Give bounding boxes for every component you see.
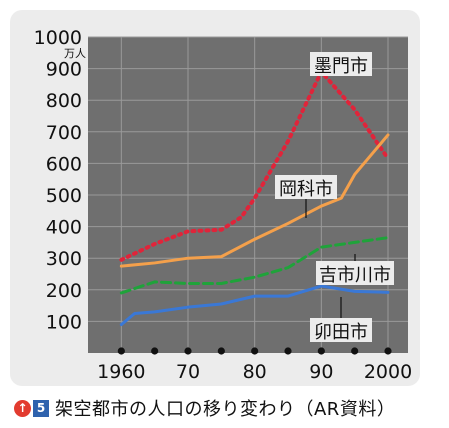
- y-tick-label: 600: [46, 153, 82, 175]
- y-tick-label: 500: [46, 185, 82, 207]
- series-line-2: [119, 236, 390, 295]
- y-tick-label: 800: [46, 90, 82, 112]
- up-arrow-circle-icon: ↑: [14, 399, 31, 417]
- series-label: 墨門市: [314, 56, 368, 77]
- y-tick-label: 200: [46, 280, 82, 302]
- y-tick-label: 700: [46, 122, 82, 144]
- series-label: 吉市川市: [319, 265, 391, 286]
- y-unit-label: 万人: [64, 47, 86, 60]
- series-line-3: [119, 284, 390, 327]
- y-tick-label: 100: [46, 311, 82, 333]
- figure-number-badge: 5: [33, 399, 49, 417]
- series-line-0: [119, 69, 390, 262]
- series-label-bg: [316, 261, 394, 285]
- series-line-1: [119, 133, 390, 268]
- y-tick-label: 300: [46, 248, 82, 270]
- y-tick-label: 900: [46, 59, 82, 81]
- series-label-bg: [310, 52, 372, 76]
- x-tick-label: 90: [309, 361, 333, 383]
- year-marker-dot: [184, 347, 192, 355]
- x-tick-label: 2000: [364, 361, 412, 383]
- year-marker-dot: [351, 347, 359, 355]
- series-label: 卯田市: [314, 322, 368, 343]
- series-label: 岡科市: [279, 179, 333, 200]
- y-tick-label: 400: [46, 217, 82, 239]
- x-tick-label: 70: [176, 361, 200, 383]
- series-label-bg: [310, 318, 372, 342]
- year-marker-dot: [384, 347, 392, 355]
- x-tick-label: 80: [243, 361, 267, 383]
- year-marker-dot: [217, 347, 225, 355]
- year-marker-dot: [251, 347, 259, 355]
- series-label-bg: [275, 175, 337, 199]
- year-marker-dot: [284, 347, 292, 355]
- x-tick-label: 1960: [97, 361, 145, 383]
- year-marker-dot: [117, 347, 125, 355]
- y-tick-label: 1000: [34, 27, 82, 49]
- year-marker-dot: [317, 347, 325, 355]
- figure-caption: ↑ 5 架空都市の人口の移り変わり（AR資料）: [0, 393, 449, 423]
- year-marker-dot: [151, 347, 159, 355]
- caption-text: 架空都市の人口の移り変わり（AR資料）: [55, 399, 396, 420]
